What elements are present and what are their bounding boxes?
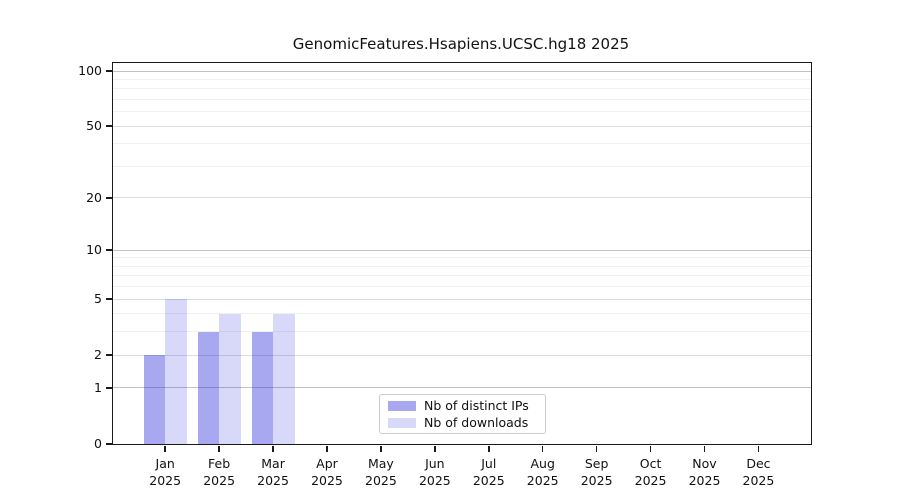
bars-layer xyxy=(113,63,811,444)
y-tick-label-1: 1 xyxy=(94,379,102,395)
y-tick-100 xyxy=(105,70,112,72)
x-tick-label-jan: Jan 2025 xyxy=(149,456,182,488)
legend-label-downloads: Nb of downloads xyxy=(424,415,529,430)
gridline-y-3 xyxy=(113,331,811,333)
y-tick-label-5: 5 xyxy=(94,291,102,307)
bar-jan-downloads xyxy=(165,299,187,444)
legend-entry-downloads: Nb of downloads xyxy=(380,415,545,430)
gridline-y-8 xyxy=(113,265,811,267)
gridlines-layer xyxy=(113,63,811,444)
legend-entry-distinct-ips: Nb of distinct IPs xyxy=(380,398,545,413)
gridline-y-6 xyxy=(113,286,811,288)
gridline-y-30 xyxy=(113,165,811,167)
x-tick-may xyxy=(380,445,382,452)
gridline-y-40 xyxy=(113,143,811,145)
bar-feb-downloads xyxy=(219,313,241,444)
gridline-y-50 xyxy=(113,125,811,127)
gridline-y-5 xyxy=(113,298,811,300)
legend-label-distinct-ips: Nb of distinct IPs xyxy=(424,398,529,413)
x-tick-apr xyxy=(326,445,328,452)
bar-mar-downloads xyxy=(273,313,295,444)
x-tick-label-feb: Feb 2025 xyxy=(203,456,236,488)
y-tick-5 xyxy=(105,298,112,300)
y-tick-label-10: 10 xyxy=(86,242,102,258)
chart-title: GenomicFeatures.Hsapiens.UCSC.hg18 2025 xyxy=(292,35,630,53)
gridline-y-90 xyxy=(113,78,811,80)
x-tick-label-aug: Aug 2025 xyxy=(526,456,559,488)
gridline-y-60 xyxy=(113,111,811,113)
gridline-y-70 xyxy=(113,98,811,100)
x-tick-dec xyxy=(757,445,760,452)
gridline-y-80 xyxy=(113,88,811,90)
gridline-y-4 xyxy=(113,313,811,315)
gridline-y-100 xyxy=(113,70,811,72)
x-tick-label-mar: Mar 2025 xyxy=(257,456,289,488)
y-tick-label-2: 2 xyxy=(94,347,102,363)
x-tick-label-dec: Dec 2025 xyxy=(742,456,775,488)
y-tick-label-50: 50 xyxy=(86,118,102,134)
bar-mar-distinct-ips xyxy=(251,331,274,444)
legend-swatch-distinct-ips xyxy=(388,400,416,411)
gridline-y-1 xyxy=(113,387,811,389)
gridline-y-2 xyxy=(113,354,811,356)
x-tick-nov xyxy=(703,445,706,452)
x-tick-jun xyxy=(434,445,436,452)
x-tick-label-may: May 2025 xyxy=(365,456,397,488)
y-tick-50 xyxy=(105,125,112,127)
x-tick-aug xyxy=(541,445,544,452)
gridline-y-7 xyxy=(113,275,811,277)
gridline-y-9 xyxy=(113,257,811,259)
x-tick-sep xyxy=(595,445,598,452)
x-tick-mar xyxy=(272,445,274,452)
y-tick-10 xyxy=(105,249,112,251)
y-tick-0 xyxy=(105,443,112,445)
bar-jan-distinct-ips xyxy=(143,355,166,444)
y-tick-label-20: 20 xyxy=(86,189,102,205)
y-tick-label-0: 0 xyxy=(94,436,102,451)
y-tick-2 xyxy=(105,354,112,356)
gridline-y-20 xyxy=(113,197,811,199)
x-tick-label-jun: Jun 2025 xyxy=(418,456,451,488)
bar-feb-distinct-ips xyxy=(197,331,220,444)
x-tick-oct xyxy=(649,445,652,452)
x-tick-label-oct: Oct 2025 xyxy=(634,456,667,488)
y-tick-20 xyxy=(105,197,112,199)
legend-swatch-downloads xyxy=(388,417,416,428)
y-tick-1 xyxy=(105,387,112,389)
x-tick-jan xyxy=(164,445,166,452)
gridline-y-10 xyxy=(113,249,811,251)
x-tick-label-apr: Apr 2025 xyxy=(311,456,343,488)
x-tick-jul xyxy=(488,445,490,452)
x-tick-label-jul: Jul 2025 xyxy=(472,456,505,488)
x-tick-feb xyxy=(218,445,220,452)
legend: Nb of distinct IPs Nb of downloads xyxy=(379,394,546,434)
x-tick-label-sep: Sep 2025 xyxy=(580,456,613,488)
x-tick-label-nov: Nov 2025 xyxy=(688,456,721,488)
y-tick-label-100: 100 xyxy=(78,63,102,78)
plot-area: 0 1 2 5 10 20 50 100 Jan 2025 Feb 2025 Mar 2025 Apr 20… xyxy=(78,62,812,488)
